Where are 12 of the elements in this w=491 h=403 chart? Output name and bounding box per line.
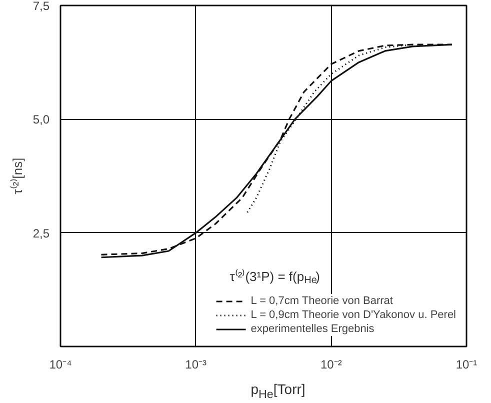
y-tick-label: 5,0 <box>32 112 50 127</box>
x-tick-label: 10⁻² <box>320 358 342 372</box>
x-tick-label: 10⁻¹ <box>456 358 478 372</box>
y-axis-title: τ⁽²⁾[ns] <box>10 158 25 194</box>
legend-label: L = 0,9cm Theorie von D'Yakonov u. Perel <box>250 308 456 322</box>
legend-label: experimentelles Ergebnis <box>250 322 374 336</box>
x-tick-label: 10⁻⁴ <box>49 358 72 372</box>
legend-label: L = 0,7cm Theorie von Barrat <box>250 294 393 308</box>
y-tick-label: 2,5 <box>32 226 50 240</box>
x-axis-title: p$_{He}$[Torr] <box>250 380 306 403</box>
x-tick-label: 10⁻³ <box>185 358 207 372</box>
y-tick-label: 7,5 <box>32 0 50 13</box>
